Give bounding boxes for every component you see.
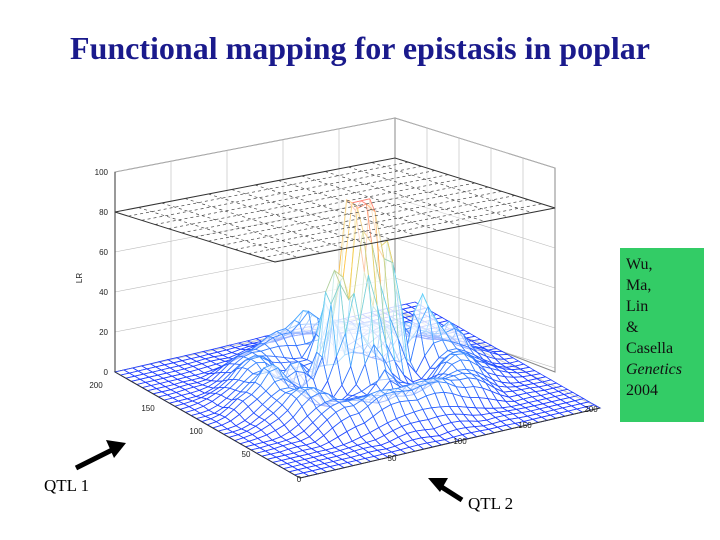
- y-tick-label: 200: [584, 405, 598, 414]
- x-axis-line: [114, 371, 301, 479]
- threshold-plane: [114, 157, 556, 263]
- citation-author: Lin: [626, 298, 649, 315]
- citation-journal: Genetics: [626, 361, 682, 378]
- page-title: Functional mapping for epistasis in popl…: [70, 30, 650, 66]
- z-axis-label: LR: [75, 273, 84, 283]
- z-tick-label: 60: [99, 248, 108, 257]
- qtl1-label: QTL 1: [44, 476, 90, 495]
- arrow-qtl1: [74, 440, 126, 471]
- citation-box: Wu, Ma, Lin & Casella Genetics 2004: [620, 248, 704, 422]
- x-tick-label: 200: [89, 381, 103, 390]
- z-tick-label: 0: [104, 368, 109, 377]
- y-tick-label: 50: [388, 454, 397, 463]
- z-tick-label: 100: [95, 168, 109, 177]
- citation-author: Casella: [626, 340, 674, 357]
- qtl2-label: QTL 2: [468, 494, 514, 513]
- arrow-qtl2: [428, 478, 464, 503]
- x-tick-label: 0: [297, 475, 302, 484]
- y-tick-label: 100: [453, 437, 467, 446]
- y-axis-line: [299, 407, 601, 479]
- citation-author: Wu,: [626, 256, 653, 273]
- y-tick-label: 150: [518, 421, 532, 430]
- z-tick-label: 80: [99, 208, 108, 217]
- surface-mesh: [113, 198, 602, 479]
- citation-author: Ma,: [626, 277, 652, 294]
- x-tick-label: 100: [189, 427, 203, 436]
- x-tick-label: 150: [141, 404, 155, 413]
- citation-author: &: [626, 319, 639, 336]
- z-tick-label: 20: [99, 328, 108, 337]
- z-tick-label: 40: [99, 288, 108, 297]
- x-tick-label: 50: [242, 450, 251, 459]
- citation-year: 2004: [626, 382, 658, 399]
